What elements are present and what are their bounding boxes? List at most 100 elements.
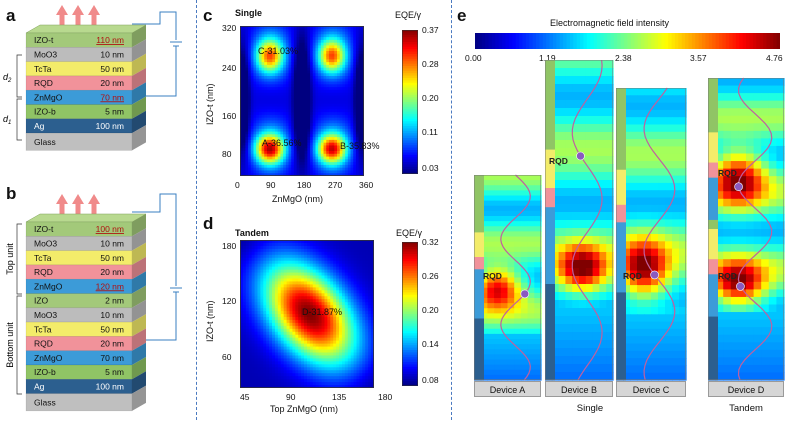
heatmap-c-cell (315, 98, 319, 102)
heatmap-c-cell (283, 78, 287, 83)
heatmap-c-cell (358, 173, 362, 176)
heatmap-d-cell (280, 305, 285, 309)
heatmap-c-cell (307, 89, 311, 94)
heatmap-c-cell (285, 156, 290, 160)
heatmap-c-cell (318, 159, 322, 163)
heatmap-d-cell (362, 311, 366, 315)
heatmap-c-cell (353, 70, 357, 74)
heatmap-c-cell (266, 145, 271, 149)
heatmap-c-cell (293, 103, 298, 108)
heatmap-d-cell (339, 322, 343, 327)
heatmap-c-cell (315, 128, 319, 133)
label-d1: d1 (3, 114, 11, 126)
heatmap-c-cell (291, 78, 295, 83)
heatmap-c-cell (302, 117, 306, 122)
heatmap-c-cell (323, 101, 327, 105)
heatmap-d-cell (339, 382, 343, 386)
heatmap-d-cell (286, 254, 291, 259)
heatmap-c-cell (334, 59, 338, 63)
heatmap-c-cell (304, 87, 308, 91)
heatmap-c-cell (328, 76, 333, 80)
heatmap-d-cell (286, 328, 291, 333)
heatmap-d-cell (263, 322, 267, 327)
heatmap-c-cell (302, 53, 306, 58)
heatmap-c-cell (269, 112, 273, 116)
heatmap-c-cell (312, 92, 317, 97)
heatmap-c-cell (245, 167, 249, 172)
heatmap-d-cell (304, 305, 308, 309)
heatmap-d-cell (359, 296, 363, 300)
stack-layer-thickness: 5 nm (105, 107, 124, 117)
heatmap-c-cell (339, 101, 344, 105)
heatmap-c-cell (353, 59, 357, 63)
heatmap-d-cell (280, 334, 285, 339)
heatmap-d-cell (274, 251, 279, 256)
heatmap-d-cell (251, 358, 256, 362)
heatmap-c-cell (315, 84, 319, 88)
heatmap-d-cell (260, 316, 264, 321)
heatmap-c-cell (358, 64, 362, 69)
heatmap-d-cell (266, 346, 270, 351)
heatmap-c-cell (361, 114, 364, 119)
heatmap-c-cell (285, 81, 290, 85)
heatmap-c-cell (318, 98, 322, 102)
heatmap-d-cell (272, 343, 276, 348)
heatmap-d-cell (371, 355, 374, 359)
heatmap-d-cell (371, 328, 374, 333)
heatmap-c-cell (345, 95, 349, 99)
heatmap-d-cell (277, 242, 282, 247)
heatmap-c-cell (326, 134, 330, 138)
heatmap-c-cell (258, 37, 263, 41)
heatmap-d-cell (368, 352, 372, 357)
heatmap-d-cell (318, 308, 323, 312)
heatmap-d-cell (242, 281, 247, 285)
heatmap-d-cell (341, 361, 346, 365)
heatmap-c-cell (261, 126, 265, 130)
heatmap-d-cell (365, 242, 369, 247)
heatmap-d-cell (257, 382, 261, 386)
heatmap-c-cell (291, 87, 295, 91)
heatmap-c-cell (256, 64, 260, 69)
heatmap-d-cell (312, 296, 317, 300)
heatmap-d-cell (341, 355, 346, 359)
heatmap-c-cell (250, 73, 255, 77)
heatmap-c-cell (242, 28, 246, 33)
heatmap-c-cell (347, 156, 352, 160)
heatmap-d-cell (248, 367, 253, 371)
heatmap-d-cell (277, 311, 282, 315)
heatmap-d-cell (283, 287, 288, 291)
heatmap-d-cell (274, 346, 279, 351)
heatmap-d-cell (312, 370, 317, 374)
heatmap-c-cell (293, 81, 298, 85)
heatmap-d-cell (371, 385, 374, 388)
heatmap-d-cell (365, 260, 369, 265)
stack-layer-side (132, 271, 146, 294)
heatmap-c-cell (320, 34, 325, 38)
heatmap-c-cell (261, 120, 265, 124)
heatmap-c-cell (285, 70, 290, 74)
heatmap-c-cell (293, 39, 298, 44)
heatmap-d-cell (269, 254, 273, 259)
heatmap-d-cell (350, 284, 355, 288)
heatmap-c-cell (312, 126, 317, 130)
heatmap-c-cell (334, 151, 338, 155)
heatmap-d-cell (315, 266, 320, 271)
heatmap-d-cell (347, 311, 352, 315)
heatmap-c-cell (304, 101, 308, 105)
heatmap-c-cell (304, 45, 308, 49)
heatmap-c-cell (291, 126, 295, 130)
heatmap-d-cell (333, 257, 337, 262)
heatmap-c-cell (242, 145, 246, 149)
heatmap-c-cell (280, 39, 284, 44)
heatmap-d-cell (260, 373, 264, 377)
heatmap-d-cell (283, 266, 288, 271)
heatmap-d-cell (312, 385, 317, 388)
heatmap-c-cell (245, 56, 249, 60)
heatmap-c-cell (293, 148, 298, 152)
heatmap-d-cell (301, 242, 305, 247)
heatmap-c-cell (296, 112, 300, 116)
heatmap-d-cell (272, 275, 276, 280)
heatmap-d-cell (309, 254, 314, 259)
heatmap-c-cell (240, 164, 244, 169)
heatmap-c-cell (337, 145, 341, 149)
